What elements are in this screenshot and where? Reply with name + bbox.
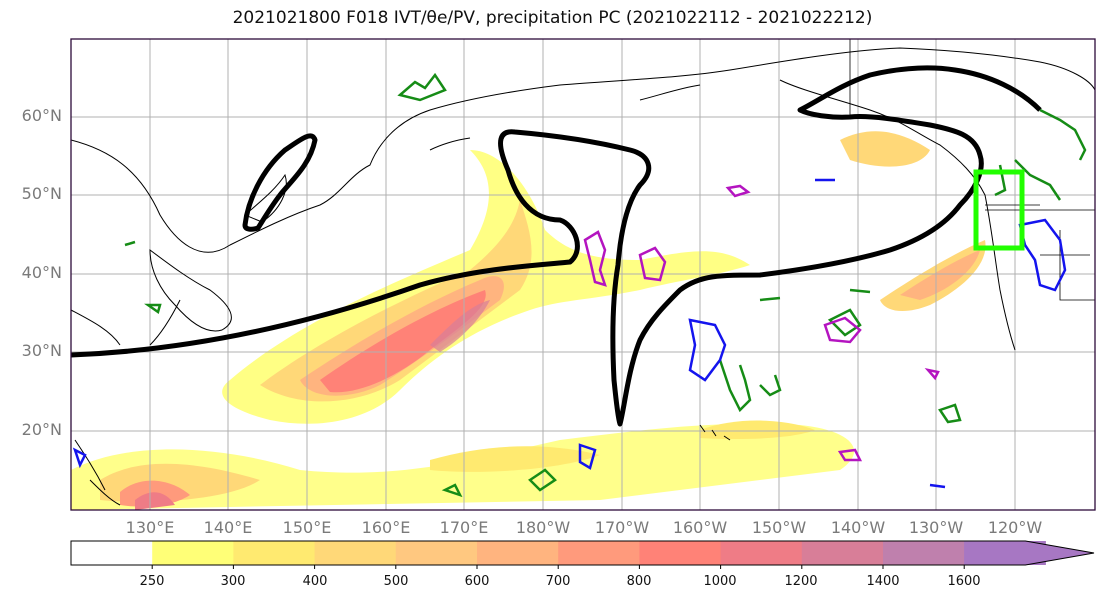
colorbar-segment xyxy=(883,541,965,565)
map-frame xyxy=(70,38,1096,511)
lon-label-180w: 180°W xyxy=(515,518,571,537)
borders xyxy=(849,39,1095,301)
colorbar-tick-800: 800 xyxy=(626,574,652,589)
colorbar-segment xyxy=(477,541,559,565)
colorbar-extension xyxy=(964,541,1094,565)
negative-contours xyxy=(72,178,1067,489)
colorbar-tick-700: 700 xyxy=(545,574,571,589)
colorbar-segment xyxy=(233,541,316,565)
colorbar-tick-300: 300 xyxy=(220,574,246,589)
colorbar-outline xyxy=(70,540,1095,566)
colorbar-segment xyxy=(71,541,153,565)
coastlines xyxy=(71,47,1095,506)
colorbar-tick-1200: 1200 xyxy=(784,574,818,589)
lat-label-60n: 60°N xyxy=(21,106,62,125)
colorbar-tick-1000: 1000 xyxy=(703,574,737,589)
lat-label-50n: 50°N xyxy=(21,184,62,203)
colorbar-segment xyxy=(395,541,478,565)
lon-label-140w: 140°W xyxy=(830,518,886,537)
colorbar-tick-1600: 1600 xyxy=(947,574,981,589)
colorbar-tick-500: 500 xyxy=(383,574,409,589)
lon-label-150e: 150°E xyxy=(282,518,332,537)
colorbar-segment xyxy=(639,541,722,565)
colorbar-segment xyxy=(720,541,803,565)
colorbar-tick-1400: 1400 xyxy=(866,574,900,589)
colorbar-segment xyxy=(558,541,640,565)
ivt-shading xyxy=(71,131,986,510)
lon-label-160w: 160°W xyxy=(672,518,728,537)
target-region-box xyxy=(973,169,1025,251)
colorbar-tick-600: 600 xyxy=(464,574,490,589)
lon-label-130e: 130°E xyxy=(125,518,175,537)
colorbar-segment xyxy=(801,541,884,565)
lon-label-160e: 160°E xyxy=(361,518,411,537)
graticule xyxy=(71,39,1095,510)
map-title: 2021021800 F018 IVT/θe/PV, precipitation… xyxy=(232,8,873,28)
pv-contour xyxy=(71,65,1042,427)
colorbar-tick-250: 250 xyxy=(139,574,165,589)
colorbar-segment xyxy=(152,541,234,565)
lon-label-120w: 120°W xyxy=(987,518,1043,537)
lat-label-40n: 40°N xyxy=(21,263,62,282)
lat-label-20n: 20°N xyxy=(21,420,62,439)
colorbar xyxy=(70,540,1095,569)
lon-label-150w: 150°W xyxy=(751,518,807,537)
positive-contours xyxy=(124,72,1087,498)
colorbar-tick-400: 400 xyxy=(302,574,328,589)
theta-contours xyxy=(583,184,940,462)
map-content xyxy=(71,39,1095,510)
lon-label-170w: 170°W xyxy=(594,518,650,537)
lon-label-140e: 140°E xyxy=(203,518,253,537)
lon-label-130w: 130°W xyxy=(908,518,964,537)
colorbar-segment xyxy=(314,541,397,565)
lat-label-30n: 30°N xyxy=(21,341,62,360)
lon-label-170e: 170°E xyxy=(439,518,489,537)
